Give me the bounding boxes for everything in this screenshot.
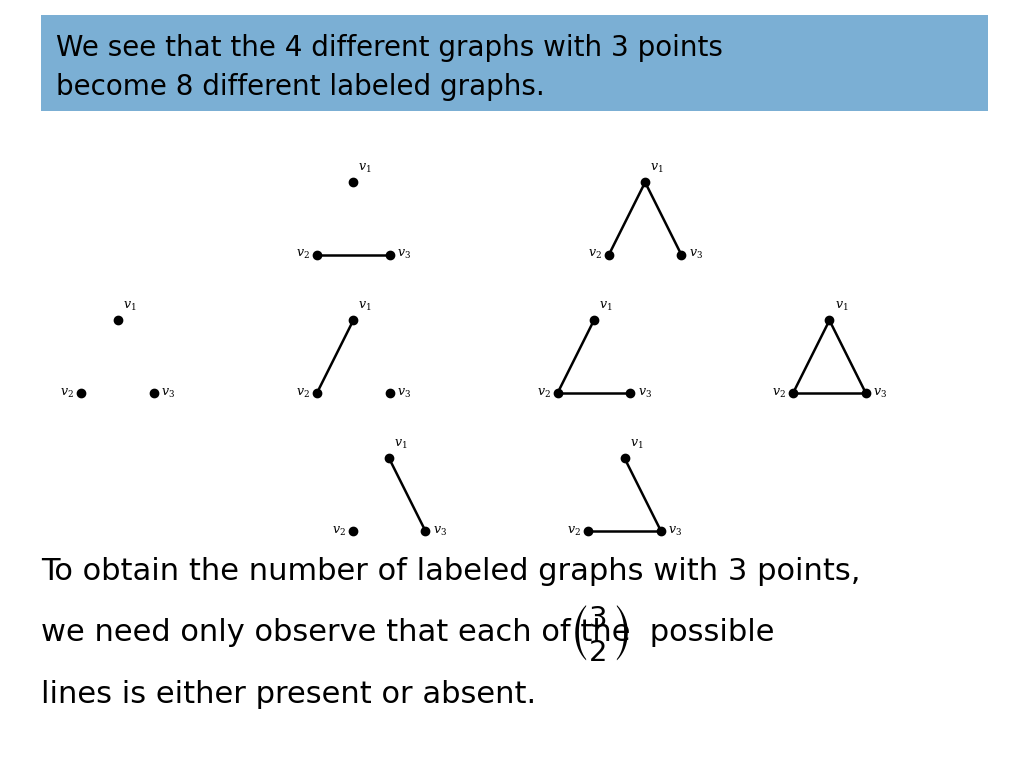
Text: $v_1$: $v_1$ (650, 162, 664, 175)
Text: $v_1$: $v_1$ (394, 438, 408, 451)
Text: $v_3$: $v_3$ (162, 387, 175, 400)
Text: $v_3$: $v_3$ (397, 387, 411, 400)
Text: $v_3$: $v_3$ (433, 525, 446, 538)
Text: $v_3$: $v_3$ (873, 387, 887, 400)
Text: $v_2$: $v_2$ (296, 249, 309, 262)
Text: $\binom{3}{2}$: $\binom{3}{2}$ (568, 603, 630, 663)
Text: We see that the 4 different graphs with 3 points
become 8 different labeled grap: We see that the 4 different graphs with … (56, 34, 723, 101)
Text: lines is either present or absent.: lines is either present or absent. (41, 680, 537, 709)
Text: $v_2$: $v_2$ (296, 387, 309, 400)
Text: $v_1$: $v_1$ (358, 162, 372, 175)
Text: $v_1$: $v_1$ (123, 300, 136, 313)
Text: $v_3$: $v_3$ (397, 249, 411, 262)
Text: $v_1$: $v_1$ (358, 300, 372, 313)
Text: $v_1$: $v_1$ (835, 300, 848, 313)
Text: $v_2$: $v_2$ (60, 387, 74, 400)
Text: $v_3$: $v_3$ (689, 249, 702, 262)
Text: $v_2$: $v_2$ (332, 525, 345, 538)
Text: $v_2$: $v_2$ (588, 249, 601, 262)
Text: $v_3$: $v_3$ (669, 525, 682, 538)
Text: possible: possible (640, 618, 774, 647)
Text: $v_1$: $v_1$ (599, 300, 612, 313)
Text: $v_2$: $v_2$ (537, 387, 550, 400)
Text: $v_2$: $v_2$ (567, 525, 581, 538)
Text: $v_3$: $v_3$ (638, 387, 651, 400)
Text: $v_2$: $v_2$ (772, 387, 785, 400)
Text: $v_1$: $v_1$ (630, 438, 643, 451)
Text: To obtain the number of labeled graphs with 3 points,: To obtain the number of labeled graphs w… (41, 557, 860, 586)
Text: we need only observe that each of the: we need only observe that each of the (41, 618, 640, 647)
